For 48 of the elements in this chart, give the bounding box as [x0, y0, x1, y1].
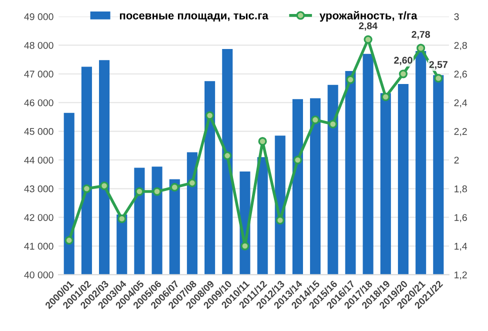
- point: [311, 116, 320, 124]
- point: [364, 35, 372, 44]
- y2-tick-label: 2: [454, 156, 459, 164]
- y-tick-label: 46 000: [24, 99, 54, 106]
- point: [152, 187, 162, 196]
- y-tick-label: 45 000: [24, 128, 54, 135]
- y2-tick-label: 2,4: [454, 99, 468, 108]
- y-tick-label: 42 000: [24, 214, 54, 221]
- point: [223, 151, 232, 160]
- y2-tick-label: 1,2: [454, 271, 467, 280]
- point: [170, 182, 179, 192]
- point: [82, 184, 92, 193]
- y2-tick-label: 2,2: [454, 128, 467, 136]
- point: [118, 214, 126, 224]
- y-tick-label: 43 000: [24, 185, 54, 192]
- point: [135, 187, 144, 196]
- y-tick-label: 44 000: [24, 156, 54, 164]
- y-tick-label: 47 000: [24, 70, 54, 78]
- point: [188, 178, 197, 188]
- point: [100, 181, 109, 190]
- point: [398, 70, 408, 78]
- point: [64, 236, 74, 245]
- point: [293, 156, 302, 164]
- point: [434, 74, 443, 83]
- y2-tick-label: 2,8: [454, 42, 467, 50]
- point: [416, 44, 426, 52]
- point: [328, 120, 338, 128]
- point: [205, 111, 214, 120]
- point: [381, 92, 390, 102]
- point: [276, 216, 284, 225]
- y2-tick-label: 1,8: [454, 185, 467, 194]
- point: [258, 137, 267, 146]
- data-label: 2,57: [429, 61, 448, 70]
- point: [346, 75, 355, 84]
- point: [240, 242, 250, 250]
- y-tick-label: 49 000: [24, 13, 54, 20]
- legend-label: урожайность, т/га: [320, 11, 418, 22]
- y-tick-label: 40 000: [24, 271, 54, 278]
- data-label: 2,78: [412, 30, 430, 40]
- y2-tick-label: 2,6: [454, 70, 467, 79]
- data-label: 2,60: [394, 56, 412, 66]
- legend-label: посевные площади, тыс.га: [120, 13, 268, 22]
- y-tick-label: 41 000: [24, 242, 54, 250]
- y-tick-label: 48 000: [24, 42, 54, 49]
- y2-tick-label: 1,6: [454, 214, 467, 222]
- y2-tick-label: 3: [454, 13, 459, 20]
- y2-tick-label: 1,4: [454, 242, 468, 251]
- data-label: 2,84: [358, 22, 378, 31]
